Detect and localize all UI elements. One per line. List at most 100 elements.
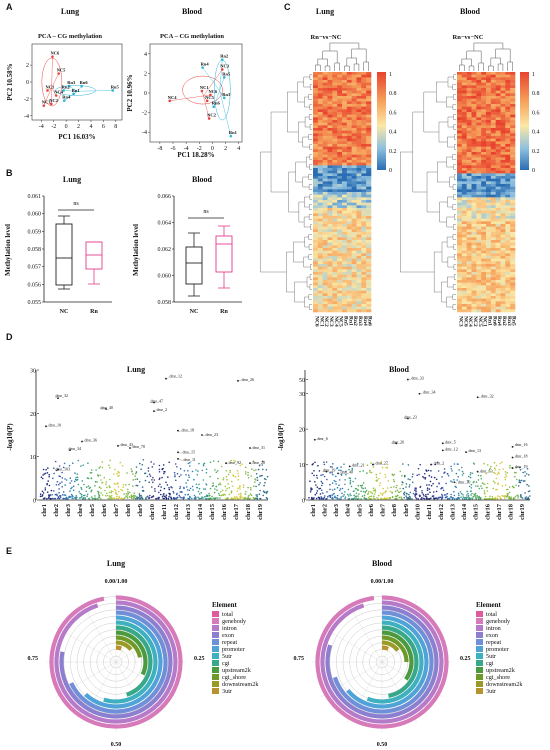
heat-cell: [366, 192, 372, 195]
heat-cell: [313, 282, 319, 286]
heat-cell: [476, 234, 482, 238]
heat-cell: [486, 218, 492, 222]
heat-cell: [466, 261, 472, 265]
manhattan-point: [400, 496, 403, 499]
heat-cell: [342, 165, 348, 169]
legend-swatch: [476, 625, 483, 631]
heat-cell: [317, 274, 323, 278]
manhattan-point: [126, 494, 129, 496]
manhattan-point: [430, 484, 433, 487]
heat-cell: [342, 160, 348, 163]
heat-cell: [466, 90, 472, 94]
heat-cell: [351, 74, 357, 78]
heat-cell: [481, 208, 487, 211]
heat-legend-lung: [377, 72, 386, 170]
heat-cell: [322, 112, 328, 115]
heat-cell: [322, 186, 328, 190]
manhattan-point: [433, 491, 435, 493]
heat-cell: [332, 173, 338, 177]
heat-cell: [500, 224, 506, 227]
heat-cell: [466, 221, 472, 225]
heat-cell: [366, 141, 372, 145]
heat-cell: [337, 285, 343, 289]
heat-cell: [317, 210, 323, 214]
manhattan-point: [334, 495, 336, 498]
heat-cell: [495, 130, 501, 134]
heat-cell: [500, 96, 506, 99]
heat-cell: [510, 117, 516, 121]
heat-cell: [366, 77, 372, 81]
heat-cell: [500, 240, 506, 243]
manhattan-point: [369, 469, 371, 472]
heat-cell: [471, 240, 477, 243]
heat-cell: [461, 234, 467, 238]
heat-cell: [481, 74, 487, 78]
heat-cell: [495, 213, 501, 217]
heat-cell: [317, 192, 323, 195]
manhattan-point: [215, 485, 218, 488]
heat-cell: [466, 93, 472, 97]
heat-cell: [461, 240, 467, 243]
manhattan-point: [351, 469, 354, 471]
heat-cell: [486, 152, 492, 155]
heat-cell: [490, 117, 496, 121]
heat-cell: [317, 290, 323, 294]
heat-cell: [313, 258, 319, 262]
heat-cell: [332, 152, 338, 155]
manhattan-point: [498, 468, 501, 471]
manhattan-point: [165, 497, 168, 500]
heat-cell: [317, 288, 323, 291]
heat-cell: [510, 120, 516, 123]
manhattan-point: [132, 473, 134, 475]
heat-cell: [461, 176, 467, 179]
heat-cell: [457, 72, 463, 75]
heat-cell: [471, 173, 477, 177]
heat-cell: [490, 213, 496, 217]
manhattan-point: [57, 497, 60, 499]
heat-cell: [500, 264, 506, 267]
heat-cell: [366, 98, 372, 102]
manhattan-point: [445, 482, 447, 485]
heat-cell: [486, 72, 492, 75]
manhattan-point: [110, 491, 113, 494]
heat-cell: [471, 152, 477, 155]
manhattan-point: [408, 493, 410, 496]
heat-cell: [342, 293, 348, 297]
chromosome-label: chr15: [473, 503, 480, 520]
heat-cell: [476, 106, 482, 110]
heat-cell: [342, 282, 348, 286]
heat-cell: [486, 154, 492, 158]
dmr-label: dmr_26: [242, 377, 254, 382]
manhattan-point: [231, 485, 234, 488]
manhattan-point: [473, 463, 476, 465]
pca-point: [201, 66, 204, 69]
heat-cell: [490, 282, 496, 286]
pca-point-label: Rn4: [62, 95, 71, 100]
heat-cell: [337, 282, 343, 286]
heat-cell: [500, 109, 506, 113]
manhattan-point: [87, 477, 90, 480]
manhattan-point: [394, 495, 397, 498]
manhattan-point: [81, 495, 83, 498]
manhattan-point: [257, 468, 260, 471]
heat-cell: [346, 194, 352, 198]
heat-cell: [466, 88, 472, 91]
heat-cell: [332, 296, 338, 299]
heat-cell: [327, 293, 333, 297]
manhattan-point: [477, 474, 480, 477]
heat-cell: [366, 93, 372, 97]
heat-cell: [471, 176, 477, 179]
heatmap-sample-label: NC6: [313, 316, 319, 327]
heat-cell: [361, 272, 367, 275]
heat-cell: [466, 240, 472, 243]
heat-cell: [490, 80, 496, 83]
manhattan-point: [80, 486, 82, 489]
heat-cell: [505, 80, 511, 83]
heat-cell: [476, 280, 482, 283]
manhattan-point: [70, 493, 73, 496]
heat-cell: [361, 277, 367, 281]
manhattan-point: [361, 495, 364, 498]
heat-cell: [361, 250, 367, 254]
heat-cell: [327, 234, 333, 238]
manhattan-point: [258, 464, 261, 467]
